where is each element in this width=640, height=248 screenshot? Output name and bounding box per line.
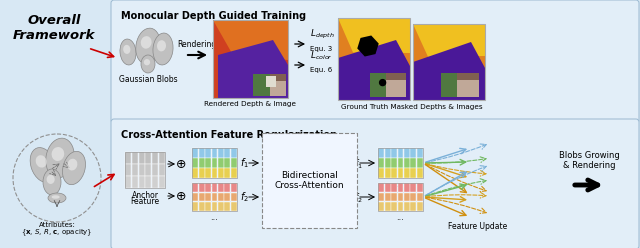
Bar xyxy=(231,202,237,211)
Bar xyxy=(231,168,237,178)
Bar xyxy=(385,148,390,158)
Bar xyxy=(417,193,422,201)
Bar xyxy=(391,193,397,201)
Text: Gaussian Blobs: Gaussian Blobs xyxy=(118,75,177,84)
Bar xyxy=(378,168,384,178)
Bar xyxy=(205,158,211,168)
Bar xyxy=(192,183,237,211)
Text: $f_1$: $f_1$ xyxy=(240,156,249,170)
Bar xyxy=(139,164,145,176)
Bar xyxy=(192,158,198,168)
Bar xyxy=(139,176,145,188)
Circle shape xyxy=(380,80,385,86)
Ellipse shape xyxy=(153,33,173,65)
Ellipse shape xyxy=(30,148,56,183)
Bar xyxy=(132,176,138,188)
Text: Cross-Attention Feature Regularization: Cross-Attention Feature Regularization xyxy=(121,130,337,140)
Bar xyxy=(231,158,237,168)
Bar xyxy=(404,148,410,158)
Bar xyxy=(397,148,403,158)
Bar xyxy=(391,202,397,211)
Text: Rendering: Rendering xyxy=(177,40,216,49)
Bar xyxy=(205,202,211,211)
Bar xyxy=(218,202,224,211)
Text: Rendered Depth & Image: Rendered Depth & Image xyxy=(205,101,296,107)
Bar xyxy=(391,158,397,168)
Bar xyxy=(218,183,224,192)
Bar xyxy=(417,168,422,178)
Bar xyxy=(410,158,416,168)
Ellipse shape xyxy=(63,151,86,185)
Text: $f_2$: $f_2$ xyxy=(240,190,249,204)
Bar xyxy=(159,164,164,176)
Text: Ground Truth Masked Depths & Images: Ground Truth Masked Depths & Images xyxy=(340,104,483,110)
Text: Equ. 6: Equ. 6 xyxy=(310,67,332,73)
Bar xyxy=(404,168,410,178)
Text: Equ. 3: Equ. 3 xyxy=(310,46,332,52)
Text: $L_{\mathit{color}}$: $L_{\mathit{color}}$ xyxy=(310,50,333,62)
Bar xyxy=(159,152,164,164)
Bar xyxy=(404,158,410,168)
Bar xyxy=(385,183,390,192)
FancyBboxPatch shape xyxy=(262,133,357,228)
Ellipse shape xyxy=(157,40,166,51)
Bar xyxy=(225,148,230,158)
Bar xyxy=(385,202,390,211)
Bar xyxy=(152,164,158,176)
Bar xyxy=(199,183,205,192)
Bar xyxy=(213,20,288,98)
Bar xyxy=(385,158,390,168)
Text: $\oplus$: $\oplus$ xyxy=(175,157,187,171)
Polygon shape xyxy=(338,40,410,100)
Bar xyxy=(231,193,237,201)
Bar xyxy=(378,183,423,211)
Bar xyxy=(125,164,131,176)
Text: $L_{\mathit{depth}}$: $L_{\mathit{depth}}$ xyxy=(310,28,335,41)
Text: ...: ... xyxy=(211,213,218,222)
Bar xyxy=(386,80,406,97)
Bar xyxy=(212,202,218,211)
Text: Feature Update: Feature Update xyxy=(449,222,508,231)
Bar xyxy=(132,164,138,176)
Bar xyxy=(199,202,205,211)
Text: $\oplus$: $\oplus$ xyxy=(175,189,187,203)
Bar xyxy=(152,176,158,188)
Bar xyxy=(253,74,269,96)
Bar xyxy=(145,164,152,176)
Bar xyxy=(413,24,485,100)
Text: ...: ... xyxy=(211,180,218,189)
Bar xyxy=(205,193,211,201)
Bar xyxy=(410,193,416,201)
Ellipse shape xyxy=(123,45,131,54)
Bar xyxy=(125,176,131,188)
Bar xyxy=(192,148,237,178)
Text: Bidirectional
Cross-Attention: Bidirectional Cross-Attention xyxy=(275,171,344,190)
Ellipse shape xyxy=(36,155,47,168)
Bar xyxy=(457,80,479,97)
Bar xyxy=(391,148,397,158)
Bar xyxy=(192,148,198,158)
Bar xyxy=(225,168,230,178)
Bar xyxy=(404,193,410,201)
Text: {$\mathbf{x}$, $S$, $R$, $\mathbf{c}$, opacity}: {$\mathbf{x}$, $S$, $R$, $\mathbf{c}$, o… xyxy=(21,228,93,239)
Bar xyxy=(212,183,218,192)
Text: Monocular Depth Guided Training: Monocular Depth Guided Training xyxy=(121,11,306,21)
Bar xyxy=(192,183,198,192)
Bar xyxy=(205,168,211,178)
Bar xyxy=(441,73,479,97)
Bar xyxy=(225,183,230,192)
Bar xyxy=(378,193,384,201)
Bar xyxy=(410,148,416,158)
Bar xyxy=(338,18,410,100)
Bar xyxy=(417,183,422,192)
Bar xyxy=(391,183,397,192)
Bar xyxy=(145,152,152,164)
Bar xyxy=(225,158,230,168)
Text: Blobs Growing
& Rendering: Blobs Growing & Rendering xyxy=(559,151,620,170)
Bar xyxy=(385,193,390,201)
Bar xyxy=(199,193,205,201)
Bar xyxy=(385,168,390,178)
Bar xyxy=(212,148,218,158)
Bar xyxy=(192,202,198,211)
